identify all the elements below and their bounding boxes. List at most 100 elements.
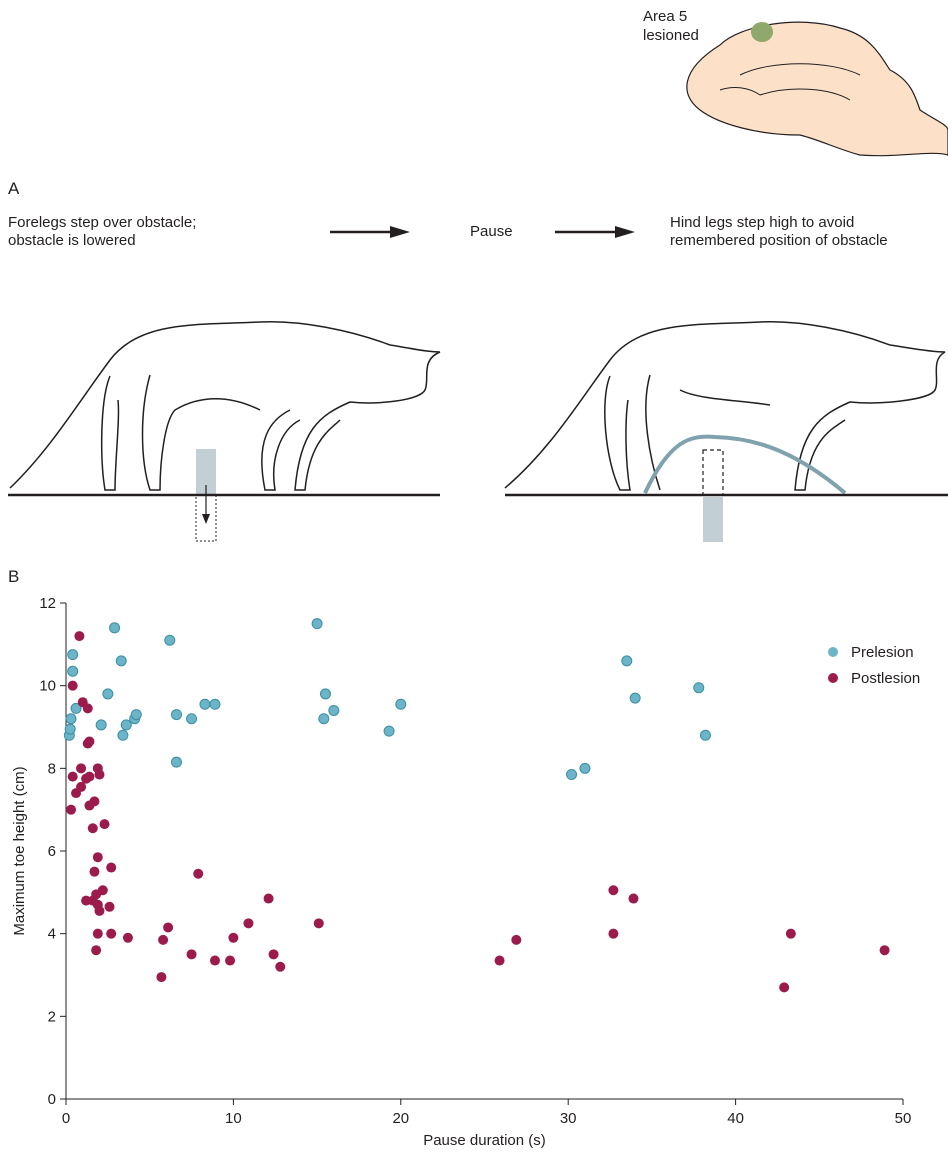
cats bbox=[8, 322, 948, 542]
point bbox=[700, 730, 710, 740]
point bbox=[65, 724, 75, 734]
point bbox=[116, 656, 126, 666]
panel-label: B bbox=[8, 567, 19, 586]
step-label: Forelegs step over obstacle; bbox=[8, 214, 196, 231]
point bbox=[121, 720, 131, 730]
point bbox=[269, 949, 279, 959]
point bbox=[89, 867, 99, 877]
point bbox=[68, 681, 78, 691]
point bbox=[106, 863, 116, 873]
point bbox=[118, 730, 128, 740]
point bbox=[786, 929, 796, 939]
point bbox=[628, 894, 638, 904]
step-label: Hind legs step high to avoid bbox=[670, 214, 854, 231]
point bbox=[66, 714, 76, 724]
point bbox=[68, 666, 78, 676]
point bbox=[225, 956, 235, 966]
point bbox=[76, 782, 86, 792]
point bbox=[314, 918, 324, 928]
point bbox=[275, 962, 285, 972]
point bbox=[105, 902, 115, 912]
x-tick-label: 40 bbox=[727, 1110, 744, 1127]
y-tick-label: 6 bbox=[48, 843, 56, 860]
point bbox=[228, 933, 238, 943]
point bbox=[68, 650, 78, 660]
point bbox=[329, 705, 339, 715]
point bbox=[779, 982, 789, 992]
point bbox=[94, 770, 104, 780]
point bbox=[91, 945, 101, 955]
point bbox=[511, 935, 521, 945]
point bbox=[187, 949, 197, 959]
point bbox=[243, 918, 253, 928]
point bbox=[495, 956, 505, 966]
point bbox=[156, 972, 166, 982]
lesion-label: lesioned bbox=[643, 27, 699, 44]
point bbox=[94, 906, 104, 916]
point bbox=[84, 772, 94, 782]
point bbox=[103, 689, 113, 699]
point bbox=[567, 770, 577, 780]
x-tick-label: 50 bbox=[895, 1110, 912, 1127]
point bbox=[89, 796, 99, 806]
point bbox=[171, 757, 181, 767]
point bbox=[622, 656, 632, 666]
point bbox=[84, 736, 94, 746]
point bbox=[93, 929, 103, 939]
point bbox=[131, 710, 141, 720]
point bbox=[165, 635, 175, 645]
point bbox=[264, 894, 274, 904]
point bbox=[580, 763, 590, 773]
x-axis-label: Pause duration (s) bbox=[423, 1132, 546, 1149]
figure: Area 5 lesioned A Forelegs step over obs… bbox=[0, 0, 948, 1156]
y-tick-label: 2 bbox=[48, 1008, 56, 1025]
point bbox=[187, 714, 197, 724]
y-tick-label: 12 bbox=[39, 595, 56, 612]
point bbox=[100, 819, 110, 829]
panel-label: A bbox=[8, 179, 20, 198]
point bbox=[193, 869, 203, 879]
x-tick-label: 0 bbox=[62, 1110, 70, 1127]
y-tick-label: 4 bbox=[48, 926, 56, 943]
point bbox=[210, 956, 220, 966]
x-tick-label: 10 bbox=[225, 1110, 242, 1127]
point bbox=[83, 703, 93, 713]
point bbox=[76, 763, 86, 773]
point bbox=[88, 823, 98, 833]
point bbox=[163, 922, 173, 932]
point bbox=[384, 726, 394, 736]
point bbox=[158, 935, 168, 945]
point bbox=[312, 619, 322, 629]
point bbox=[91, 889, 101, 899]
point bbox=[396, 699, 406, 709]
step-label: remembered position of obstacle bbox=[670, 232, 888, 249]
point bbox=[74, 631, 84, 641]
y-tick-label: 10 bbox=[39, 678, 56, 695]
legend-label: Prelesion bbox=[851, 644, 914, 661]
x-tick-label: 30 bbox=[560, 1110, 577, 1127]
lesion-area bbox=[751, 22, 773, 42]
step-label: Pause bbox=[470, 223, 513, 240]
point bbox=[123, 933, 133, 943]
point bbox=[630, 693, 640, 703]
brain bbox=[687, 22, 948, 156]
y-axis-label: Maximum toe height (cm) bbox=[11, 766, 28, 935]
point bbox=[93, 852, 103, 862]
step-label: obstacle is lowered bbox=[8, 232, 136, 249]
legend-label: Postlesion bbox=[851, 670, 920, 687]
point bbox=[106, 929, 116, 939]
point bbox=[320, 689, 330, 699]
point bbox=[68, 772, 78, 782]
x-tick-label: 20 bbox=[392, 1110, 409, 1127]
point bbox=[171, 710, 181, 720]
y-tick-label: 0 bbox=[48, 1091, 56, 1108]
point bbox=[210, 699, 220, 709]
point bbox=[608, 929, 618, 939]
point bbox=[880, 945, 890, 955]
point bbox=[694, 683, 704, 693]
point bbox=[96, 720, 106, 730]
point bbox=[319, 714, 329, 724]
legend-marker bbox=[828, 647, 838, 657]
lesion-label: Area 5 bbox=[643, 8, 687, 25]
